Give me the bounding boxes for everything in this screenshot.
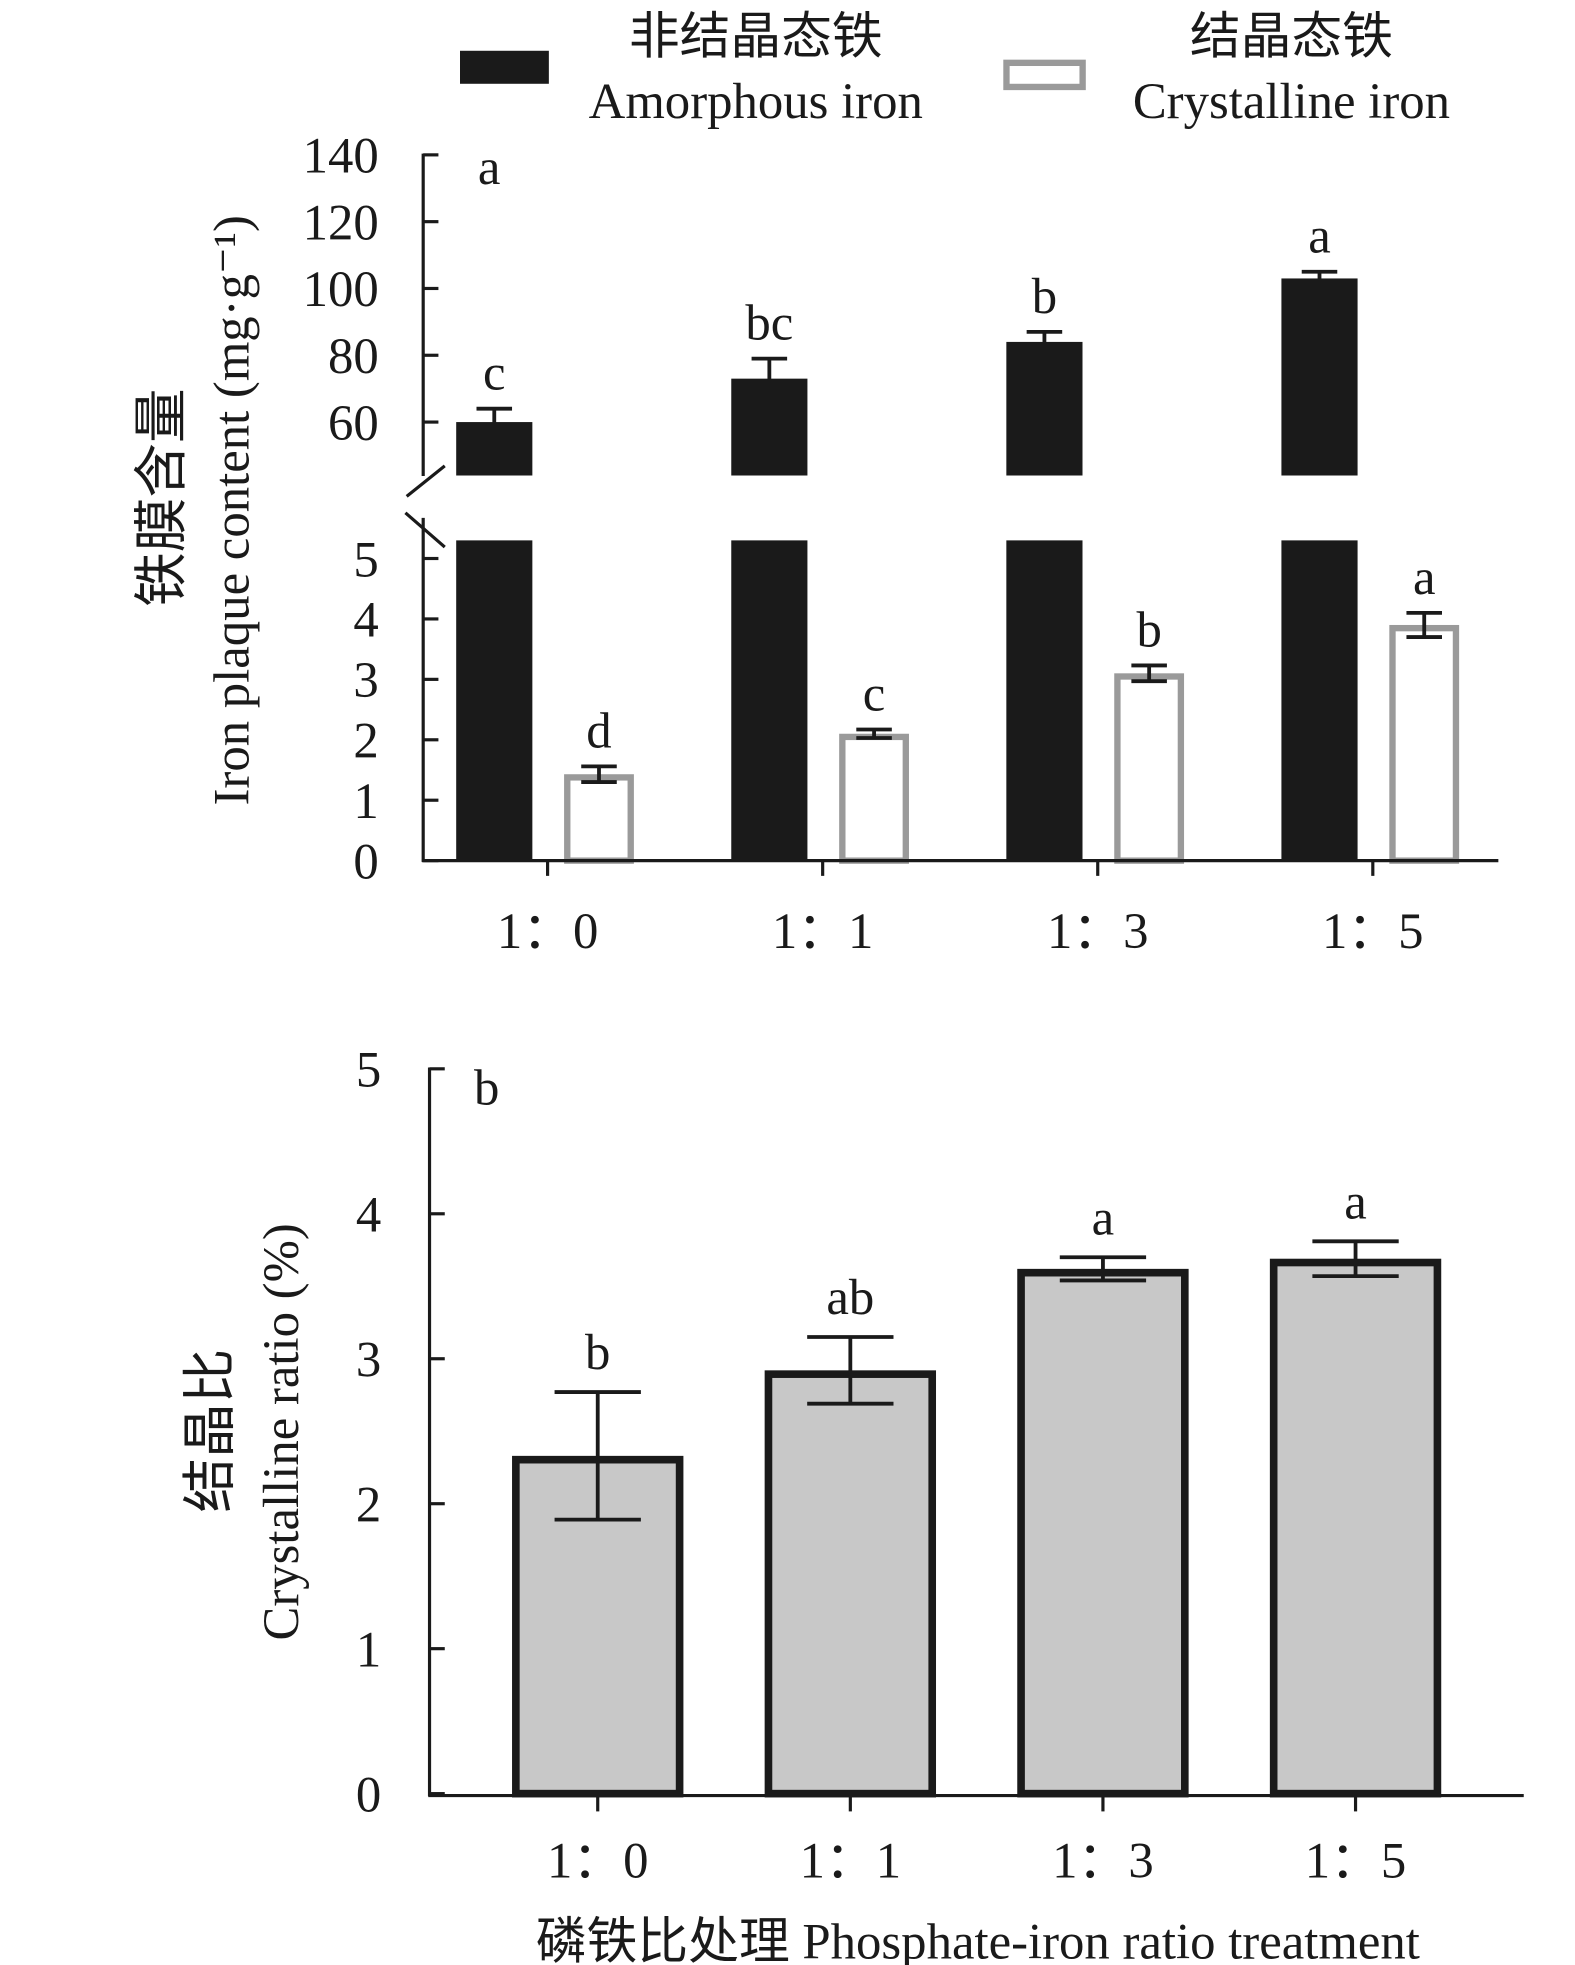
- y-tick-label-b: 4: [356, 1187, 381, 1243]
- error-bar-crystalline-3: [1406, 610, 1442, 639]
- error-bar-amorphous-3: [1301, 269, 1338, 288]
- significance-letters-a: c bc b a d c b a: [483, 208, 1435, 759]
- y-tick-label-b: 5: [356, 1042, 381, 1098]
- legend-swatch-crystalline: [1003, 59, 1086, 91]
- legend-label-amorphous-zh: 非结晶态铁: [629, 8, 883, 64]
- significance-letters-b: b ab a a: [585, 1173, 1367, 1380]
- error-bar-amorphous-1: [751, 356, 788, 401]
- x-axis-title: 磷铁比处理 Phosphate-iron ratio treatment: [536, 1914, 1420, 1965]
- error-bars-a: [476, 269, 1442, 784]
- y-tick-label-lower-a: 1: [353, 773, 378, 829]
- error-bar-crystalline-2: [1131, 663, 1167, 684]
- error-bar-crystalline-ratio-3: [1312, 1239, 1399, 1279]
- y-tick-label-upper-a: 140: [303, 128, 379, 184]
- y-tick-label-lower-a: 3: [353, 652, 378, 708]
- significance-letter-amorphous-0: c: [483, 345, 506, 401]
- x-tick-label-a: 1：5: [1322, 903, 1424, 959]
- bar-crystalline-1: [839, 733, 909, 864]
- x-tick-label-b: 1：5: [1305, 1832, 1407, 1888]
- significance-letter-crystalline-ratio-2: a: [1092, 1189, 1115, 1245]
- axis-break-mark-upper: [405, 464, 446, 498]
- bar-amorphous-3-upper: [1281, 278, 1358, 476]
- legend-label-crystalline-en: Crystalline iron: [1133, 73, 1450, 129]
- y-tick-label-upper-a: 100: [303, 261, 379, 317]
- y-tick-label-b: 3: [356, 1332, 381, 1388]
- y-tick-label-b: 0: [356, 1766, 381, 1822]
- error-bar-crystalline-0: [581, 764, 617, 784]
- y-tick-label-upper-a: 120: [303, 194, 379, 250]
- x-tick-label-b: 1：1: [800, 1832, 902, 1888]
- significance-letter-crystalline-3: a: [1413, 549, 1436, 605]
- y-tick-label-b: 2: [356, 1476, 381, 1532]
- significance-letter-crystalline-ratio-3: a: [1344, 1173, 1367, 1229]
- bar-amorphous-1-lower: [731, 540, 808, 861]
- y-tick-label-lower-a: 5: [353, 531, 378, 587]
- y-tick-label-lower-a: 2: [353, 713, 378, 769]
- x-tick-label-a: 1：1: [772, 903, 874, 959]
- bar-crystalline-ratio-1: [764, 1370, 937, 1798]
- y-tick-label-upper-a: 80: [328, 328, 379, 384]
- chart-b: b 结晶比 Crystalline ratio (%) b ab a a 0 1 2 3 4 5…: [179, 1042, 1524, 1965]
- legend-label-amorphous-en: Amorphous iron: [589, 73, 923, 129]
- significance-letter-crystalline-0: d: [586, 702, 611, 758]
- panel-label-a: a: [478, 139, 501, 195]
- bar-amorphous-2-upper: [1006, 341, 1083, 476]
- significance-letter-crystalline-2: b: [1136, 601, 1161, 657]
- x-tick-label-b: 1：3: [1052, 1832, 1154, 1888]
- ticks-b: 0 1 2 3 4 5 1：0 1：1 1：3 1：5: [356, 1042, 1406, 1889]
- significance-letter-amorphous-1: bc: [745, 295, 793, 351]
- significance-letter-amorphous-3: a: [1308, 208, 1331, 264]
- significance-letter-crystalline-ratio-1: ab: [826, 1269, 874, 1325]
- error-bar-crystalline-ratio-2: [1059, 1255, 1147, 1283]
- y-axis-title-zh-b: 结晶比: [179, 1349, 240, 1513]
- bar-crystalline-ratio-3: [1269, 1258, 1442, 1798]
- error-bar-amorphous-0: [476, 406, 513, 438]
- bars-a: [456, 278, 1460, 864]
- y-tick-label-upper-a: 60: [328, 395, 379, 451]
- error-bar-crystalline-ratio-0: [554, 1390, 641, 1522]
- bar-amorphous-3-lower: [1281, 540, 1358, 861]
- x-tick-label-a: 1：3: [1047, 903, 1149, 959]
- chart-a: a 铁膜含量 Iron plaque content (mg·g⁻¹) cbc b…: [131, 128, 1499, 960]
- bar-crystalline-2: [1114, 673, 1185, 864]
- y-axis-title-a: Iron plaque content (mg·g⁻¹): [204, 215, 260, 805]
- error-bar-crystalline-ratio-1: [807, 1335, 894, 1406]
- bar-amorphous-2-lower: [1006, 540, 1083, 861]
- y-tick-label-lower-a: 0: [353, 833, 378, 889]
- legend-label-crystalline-zh: 结晶态铁: [1190, 8, 1393, 64]
- error-bar-amorphous-2: [1026, 329, 1063, 354]
- bar-crystalline-0: [564, 774, 634, 864]
- x-tick-label-a: 1：0: [497, 903, 599, 959]
- x-tick-label-b: 1：0: [547, 1832, 649, 1888]
- y-axis-title-zh-a: 铁膜含量: [131, 388, 192, 606]
- significance-letter-crystalline-ratio-0: b: [585, 1324, 610, 1380]
- y-axis-title-b: Crystalline ratio (%): [253, 1223, 309, 1640]
- error-bars-b: [554, 1239, 1399, 1522]
- y-tick-label-lower-a: 4: [353, 592, 378, 648]
- y-tick-label-b: 1: [356, 1621, 381, 1677]
- panel-label-b: b: [474, 1059, 499, 1115]
- axis-break-mark-lower: [404, 511, 446, 549]
- bar-amorphous-0-lower: [456, 540, 533, 861]
- bar-crystalline-ratio-2: [1017, 1268, 1189, 1798]
- significance-letter-amorphous-2: b: [1032, 268, 1057, 324]
- legend-swatch-amorphous: [460, 50, 549, 84]
- error-bar-crystalline-1: [856, 727, 892, 740]
- bar-crystalline-3: [1389, 624, 1460, 864]
- significance-letter-crystalline-1: c: [863, 665, 886, 721]
- legend: 非结晶态铁 Amorphous iron 结晶态铁 Crystalline ir…: [460, 8, 1450, 129]
